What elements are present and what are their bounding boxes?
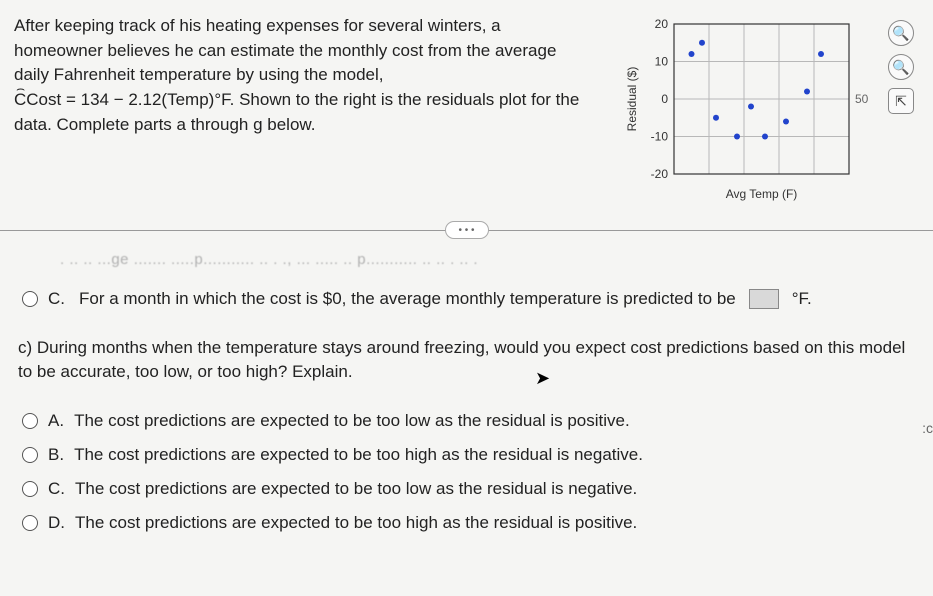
answer-blank[interactable] bbox=[749, 289, 779, 309]
svg-text:50: 50 bbox=[855, 92, 869, 106]
zoom-out-icon[interactable]: 🔍 bbox=[888, 54, 914, 80]
svg-text:-20: -20 bbox=[651, 167, 669, 181]
option-row-a: A. The cost predictions are expected to … bbox=[18, 404, 915, 438]
residuals-scatter-chart: -20 -10 0 10 20 50 Residual ($) Avg Temp (F) bbox=[624, 14, 884, 214]
option-letter: C. bbox=[48, 479, 65, 499]
option-row-b: B. The cost predictions are expected to … bbox=[18, 438, 915, 472]
options-list: A. The cost predictions are expected to … bbox=[0, 394, 933, 550]
more-pill[interactable]: • • • bbox=[445, 221, 489, 239]
option-row-c: C. The cost predictions are expected to … bbox=[18, 472, 915, 506]
option-c-top-row: C. For a month in which the cost is $0, … bbox=[0, 272, 933, 326]
prompt-text: After keeping track of his heating expen… bbox=[14, 14, 594, 214]
edge-cut-text: :c bbox=[922, 420, 933, 436]
faded-truncated-text: . .. .. ...ge ....... .....p........... … bbox=[0, 239, 933, 272]
radio-option-b[interactable] bbox=[22, 447, 38, 463]
prompt-line1: After keeping track of his heating expen… bbox=[14, 16, 556, 84]
chart-area: -20 -10 0 10 20 50 Residual ($) Avg Temp (F) 🔍 … bbox=[614, 14, 914, 214]
question-c-text: c) During months when the temperature st… bbox=[18, 336, 915, 384]
option-letter: A. bbox=[48, 411, 64, 431]
radio-option-c[interactable] bbox=[22, 481, 38, 497]
radio-option-d[interactable] bbox=[22, 515, 38, 531]
chart-tools: 🔍 🔍 ⇱ bbox=[888, 20, 914, 114]
question-c: c) During months when the temperature st… bbox=[0, 326, 933, 394]
option-letter: C. bbox=[48, 289, 65, 309]
option-text: The cost predictions are expected to be … bbox=[74, 445, 643, 465]
option-text: The cost predictions are expected to be … bbox=[75, 479, 637, 499]
svg-text:10: 10 bbox=[655, 55, 669, 69]
svg-text:Avg Temp (F): Avg Temp (F) bbox=[726, 187, 798, 201]
option-row-d: D. The cost predictions are expected to … bbox=[18, 506, 915, 540]
top-section: After keeping track of his heating expen… bbox=[0, 0, 933, 224]
option-text: The cost predictions are expected to be … bbox=[75, 513, 637, 533]
svg-text:Residual ($): Residual ($) bbox=[625, 67, 639, 132]
option-letter: D. bbox=[48, 513, 65, 533]
svg-text:-10: -10 bbox=[651, 130, 669, 144]
option-c-text-after: °F. bbox=[792, 289, 812, 309]
svg-text:20: 20 bbox=[655, 17, 669, 31]
zoom-in-icon[interactable]: 🔍 bbox=[888, 20, 914, 46]
radio-option-a[interactable] bbox=[22, 413, 38, 429]
svg-text:0: 0 bbox=[661, 92, 668, 106]
option-text: The cost predictions are expected to be … bbox=[74, 411, 630, 431]
radio-option-c-top[interactable] bbox=[22, 291, 38, 307]
formula: CCost = 134 − 2.12(Temp)°F. bbox=[14, 90, 234, 109]
option-letter: B. bbox=[48, 445, 64, 465]
popout-icon[interactable]: ⇱ bbox=[888, 88, 914, 114]
option-c-text-before: For a month in which the cost is $0, the… bbox=[79, 289, 736, 309]
